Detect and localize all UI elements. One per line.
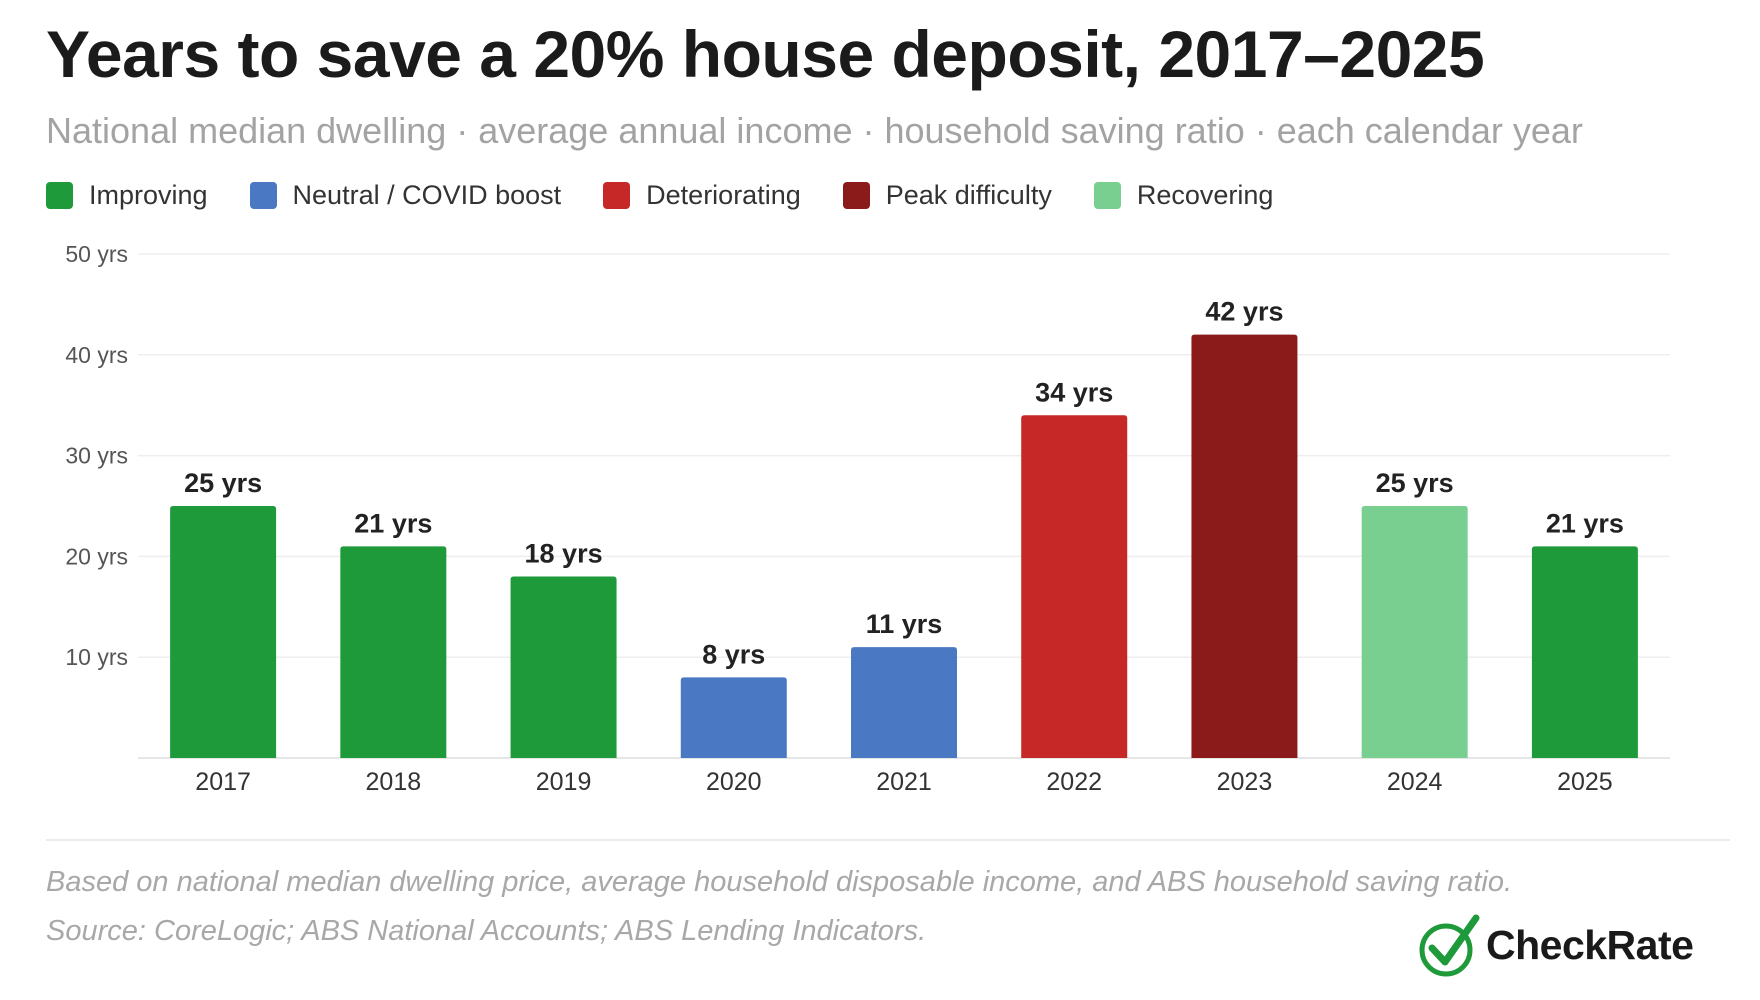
x-tick-label: 2020: [706, 768, 762, 796]
legend-label: Recovering: [1136, 180, 1274, 210]
legend-swatch: [249, 182, 277, 209]
legend-label: Improving: [89, 180, 208, 210]
y-tick-label: 10 yrs: [65, 644, 128, 670]
chart-title: Years to save a 20% house deposit, 2017–…: [46, 17, 1485, 91]
legend-item-neutral: Neutral / COVID boost: [249, 180, 562, 211]
legend-item-improving: Improving: [46, 180, 208, 211]
x-tick-label: 2023: [1217, 768, 1273, 796]
divider: [46, 839, 1730, 841]
bar-value-label: 8 yrs: [702, 639, 765, 669]
legend-label: Deteriorating: [646, 180, 801, 210]
x-tick-label: 2017: [195, 768, 251, 796]
legend: Improving Neutral / COVID boost Deterior…: [46, 180, 1315, 211]
chart-subtitle: National median dwelling · average annua…: [46, 110, 1583, 151]
x-tick-label: 2025: [1557, 768, 1613, 796]
y-tick-label: 30 yrs: [65, 443, 128, 469]
x-tick-label: 2021: [876, 768, 932, 796]
x-tick-label: 2022: [1046, 768, 1102, 796]
legend-label: Neutral / COVID boost: [292, 180, 562, 210]
bar-value-label: 42 yrs: [1205, 297, 1283, 327]
bar: [1021, 415, 1128, 758]
legend-swatch: [603, 182, 631, 209]
bar: [1361, 506, 1468, 758]
brand-logo: CheckRate: [1418, 912, 1694, 978]
bar: [851, 647, 957, 758]
legend-label: Peak difficulty: [885, 180, 1052, 210]
legend-item-recovering: Recovering: [1093, 180, 1274, 211]
bar-value-label: 21 yrs: [354, 508, 432, 538]
bar-chart: 10 yrs 20 yrs 30 yrs 40 yrs 50 yrs 25 yrs 2017…: [65, 241, 1670, 796]
bar-value-label: 18 yrs: [525, 539, 603, 569]
bar-value-label: 11 yrs: [866, 609, 943, 639]
footnote-source: Source: CoreLogic; ABS National Accounts…: [46, 915, 927, 947]
bar: [1531, 546, 1638, 758]
legend-item-peak: Peak difficulty: [842, 180, 1052, 211]
bar: [680, 677, 787, 758]
y-tick-label: 20 yrs: [65, 543, 128, 569]
logo-text: CheckRate: [1486, 921, 1694, 968]
bar: [510, 576, 617, 758]
bar: [1191, 334, 1298, 758]
bar-value-label: 21 yrs: [1546, 508, 1624, 538]
x-tick-label: 2018: [366, 768, 422, 796]
x-tick-label: 2019: [536, 768, 592, 796]
legend-swatch: [46, 182, 73, 209]
y-tick-label: 50 yrs: [65, 241, 128, 267]
bar-value-label: 25 yrs: [1376, 468, 1454, 498]
bar-value-label: 25 yrs: [184, 468, 262, 498]
x-tick-label: 2024: [1387, 768, 1443, 796]
legend-swatch: [842, 182, 870, 209]
bar: [170, 506, 277, 758]
check-circle-icon: [1419, 914, 1480, 977]
legend-swatch: [1093, 182, 1121, 209]
y-tick-label: 40 yrs: [65, 342, 128, 368]
bar-value-label: 34 yrs: [1035, 377, 1113, 407]
footnote-method: Based on national median dwelling price,…: [46, 866, 1513, 898]
legend-item-deteriorating: Deteriorating: [603, 180, 801, 211]
bar: [340, 546, 447, 758]
